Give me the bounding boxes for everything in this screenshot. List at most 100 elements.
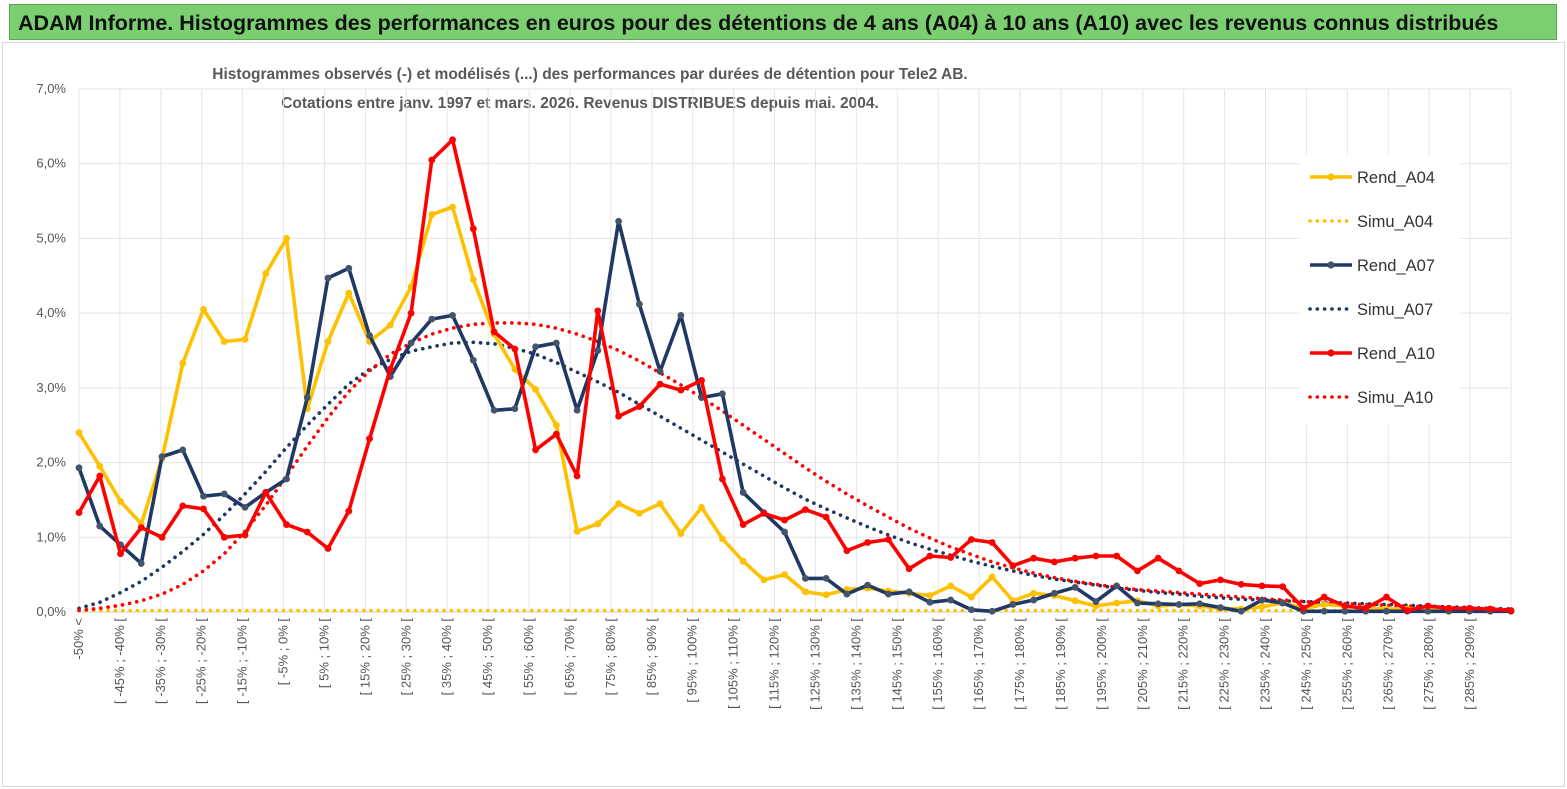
data-point-rend_a10 — [1466, 604, 1473, 612]
data-point-rend_a10 — [324, 545, 332, 552]
x-tick-label: [ 105% ; 110% [ — [726, 618, 741, 709]
data-point-rend_a10 — [843, 547, 851, 555]
x-tick-label: [ -25% ; -20% [ — [194, 618, 209, 704]
data-point-rend_a07 — [200, 492, 207, 500]
data-point-rend_a10 — [179, 502, 187, 510]
data-point-rend_a10 — [677, 386, 685, 394]
data-point-rend_a10 — [1486, 605, 1494, 613]
data-point-rend_a07 — [469, 356, 477, 364]
data-point-rend_a10 — [469, 225, 477, 233]
data-point-rend_a07 — [345, 264, 353, 272]
data-point-rend_a07 — [718, 390, 726, 398]
data-point-rend_a10 — [407, 309, 415, 317]
data-point-rend_a04 — [677, 530, 685, 537]
data-point-rend_a10 — [1320, 593, 1328, 601]
data-point-rend_a07 — [677, 311, 685, 319]
y-tick-label: 1,0% — [36, 529, 66, 544]
data-point-rend_a04 — [324, 338, 332, 345]
x-tick-label: [ 285% ; 290% [ — [1462, 618, 1477, 710]
data-point-rend_a10 — [1092, 552, 1100, 560]
data-point-rend_a07 — [1113, 582, 1121, 590]
data-point-rend_a10 — [947, 554, 955, 561]
data-point-rend_a07 — [1009, 601, 1017, 608]
data-point-rend_a10 — [1217, 576, 1224, 584]
data-point-rend_a10 — [1134, 567, 1141, 575]
data-point-rend_a07 — [283, 475, 290, 483]
data-point-rend_a10 — [490, 328, 498, 336]
x-tick-label: [ 195% ; 200% [ — [1094, 618, 1109, 710]
data-point-rend_a04 — [96, 462, 104, 470]
x-tick-label: [ 275% ; 280% [ — [1421, 618, 1436, 710]
data-point-rend_a04 — [926, 592, 934, 599]
data-point-rend_a07 — [324, 274, 332, 282]
data-point-rend_a10 — [449, 136, 456, 144]
data-point-rend_a07 — [1175, 601, 1183, 608]
x-tick-label: [ 175% ; 180% [ — [1012, 618, 1027, 710]
data-point-rend_a07 — [988, 607, 996, 615]
y-axis-ticks: 0,0% 1,0% 2,0% 3,0% 4,0% 5,0% 6,0% 7,0% — [36, 81, 66, 619]
data-point-rend_a04 — [283, 235, 290, 242]
data-point-rend_a10 — [1341, 602, 1349, 610]
data-point-rend_a07 — [490, 406, 498, 414]
gridlines — [78, 88, 1512, 613]
data-point-rend_a10 — [781, 516, 789, 524]
data-point-rend_a07 — [1341, 607, 1349, 615]
x-tick-label: [ 265% ; 270% [ — [1380, 618, 1395, 710]
data-point-rend_a04 — [573, 527, 581, 535]
data-point-rend_a10 — [96, 472, 104, 480]
data-point-rend_a04 — [988, 573, 996, 581]
data-point-rend_a10 — [241, 531, 249, 539]
data-point-rend_a10 — [1051, 558, 1058, 566]
legend-label-simu_a10: Simu_A10 — [1357, 389, 1433, 407]
x-tick-label: [ 225% ; 230% [ — [1217, 618, 1232, 710]
data-point-rend_a04 — [615, 500, 622, 508]
y-tick-label: 7,0% — [36, 81, 66, 96]
data-point-rend_a10 — [1258, 582, 1266, 590]
data-point-rend_a10 — [283, 521, 290, 528]
data-point-rend_a10 — [822, 513, 830, 521]
data-point-rend_a07 — [220, 490, 228, 498]
data-point-rend_a04 — [801, 588, 809, 596]
data-point-rend_a07 — [1217, 604, 1224, 611]
y-tick-label: 0,0% — [36, 604, 66, 619]
data-point-rend_a10 — [158, 533, 166, 541]
data-point-rend_a07 — [905, 588, 913, 596]
legend-marker-rend_a10 — [1327, 349, 1335, 357]
legend: Rend_A04 Simu_A04 Rend_A07 Simu_A07 Rend_A10… — [1300, 155, 1460, 425]
data-point-rend_a04 — [718, 535, 726, 543]
data-point-rend_a07 — [158, 453, 166, 460]
data-point-rend_a10 — [1383, 593, 1390, 601]
data-point-rend_a10 — [988, 539, 996, 546]
x-tick-label: [ 205% ; 210% [ — [1135, 618, 1150, 710]
data-point-rend_a10 — [220, 533, 228, 541]
x-tick-label: [ 75% ; 80% [ — [603, 618, 618, 696]
data-point-rend_a07 — [511, 405, 519, 413]
data-point-rend_a07 — [1030, 596, 1038, 604]
data-point-rend_a04 — [656, 500, 664, 508]
x-tick-label: [ -15% ; -10% [ — [235, 618, 250, 704]
series-line-rend_a10 — [77, 138, 1512, 613]
series-line-rend_a07 — [77, 219, 1511, 614]
report-header: ADAM Informe. Histogrammes des performan… — [9, 4, 1557, 40]
data-point-rend_a07 — [1134, 599, 1141, 607]
data-point-rend_a10 — [573, 472, 581, 480]
x-tick-label: [ 85% ; 90% [ — [644, 618, 659, 696]
data-point-rend_a04 — [1113, 599, 1121, 607]
data-point-rend_a10 — [428, 156, 436, 164]
data-point-rend_a07 — [366, 332, 373, 339]
data-point-rend_a07 — [864, 581, 872, 589]
data-point-rend_a04 — [822, 591, 830, 599]
data-point-rend_a04 — [241, 335, 249, 343]
data-point-rend_a10 — [905, 565, 913, 573]
data-point-rend_a07 — [552, 339, 560, 347]
data-point-rend_a04 — [947, 582, 955, 590]
data-point-rend_a04 — [635, 509, 643, 517]
x-tick-label: [ 125% ; 130% [ — [807, 618, 822, 710]
x-tick-label: [ 5% ; 10% [ — [316, 618, 331, 688]
data-point-rend_a04 — [345, 289, 353, 297]
data-point-rend_a07 — [822, 574, 830, 582]
data-point-rend_a10 — [1175, 567, 1183, 575]
data-point-rend_a10 — [117, 550, 124, 558]
data-point-rend_a04 — [1258, 603, 1266, 611]
data-point-rend_a07 — [635, 300, 643, 308]
